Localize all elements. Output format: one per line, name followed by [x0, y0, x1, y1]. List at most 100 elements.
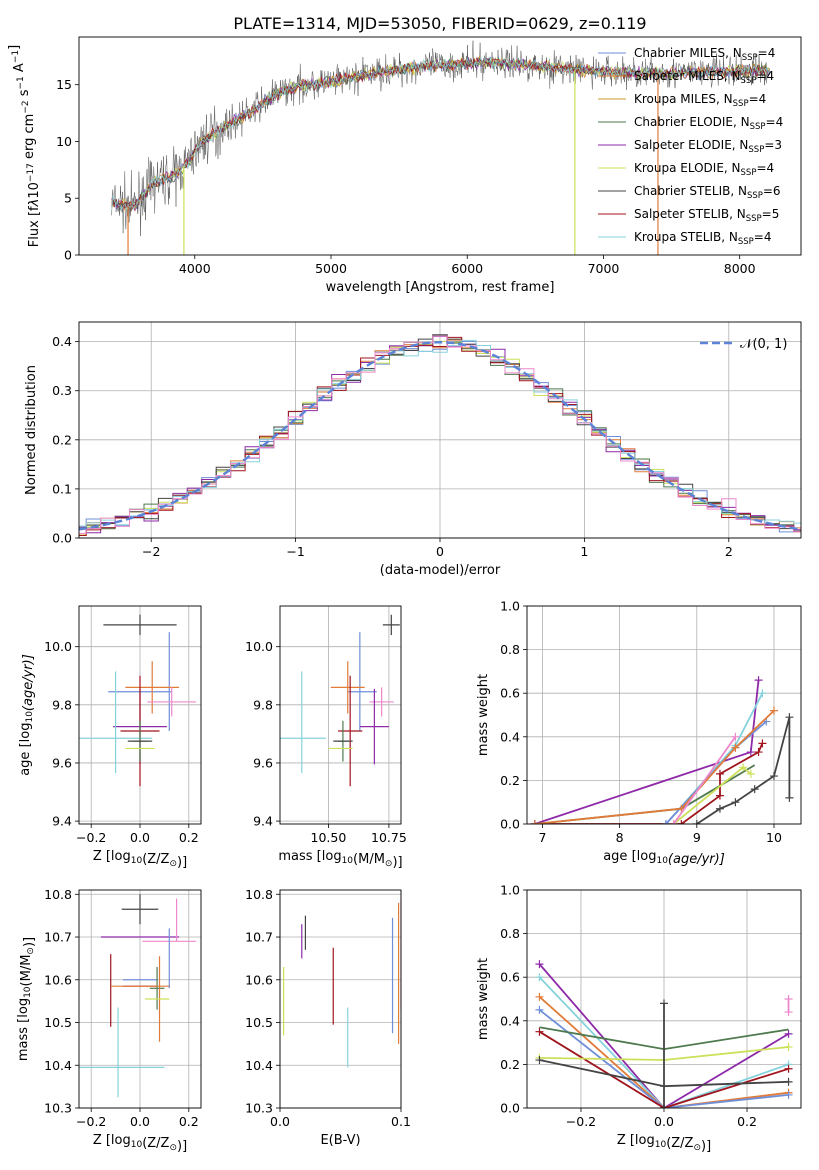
- x-tick-label: 7: [538, 830, 546, 845]
- series-marker: [535, 992, 544, 1001]
- spectrum-model-line: [111, 56, 771, 211]
- legend-label: 𝒩(0, 1): [740, 337, 787, 352]
- series-marker: [692, 820, 701, 824]
- series-marker: [784, 1090, 793, 1099]
- x-axis-label: age [log10(age/yr)]: [603, 849, 725, 867]
- y-tick-label: 10.8: [245, 887, 273, 902]
- series-line: [538, 976, 789, 1108]
- series-marker: [677, 820, 686, 824]
- series-marker: [731, 732, 740, 741]
- mass_weight_vs_age-plot-area: [530, 676, 794, 824]
- series-marker: [758, 689, 767, 698]
- x-tick-label: 0: [436, 544, 444, 559]
- legend-label: Chabrier STELIB, NSSP=6: [634, 184, 781, 201]
- x-tick-label: 0.2: [179, 1114, 199, 1129]
- series-marker: [754, 676, 763, 685]
- x-tick-label: 8000: [724, 261, 756, 276]
- age_vs_z-chart: −0.2 0.0 0.2 9.4 9.6 9.8 10.0 Z [log10(Z/Z⊙)] ag…: [18, 605, 202, 870]
- x-tick-label: −0.2: [566, 1114, 596, 1129]
- mass_weight_vs_age-frame: [526, 605, 802, 825]
- x-axis-label: Z [log10(Z/Z⊙)]: [617, 1133, 711, 1154]
- y-tick-label: 10.5: [245, 1015, 273, 1030]
- series-marker: [731, 798, 740, 807]
- y-tick-label: 0.6: [500, 686, 520, 701]
- series-marker: [784, 1042, 793, 1051]
- series-marker: [785, 713, 794, 722]
- x-tick-label: 5000: [315, 261, 347, 276]
- x-axis-label: wavelength [Angstrom, rest frame]: [326, 280, 555, 295]
- y-tick-label: 9.4: [52, 814, 72, 829]
- y-tick-label: 0.2: [500, 773, 520, 788]
- series-marker: [754, 748, 763, 757]
- x-tick-label: 8: [616, 830, 624, 845]
- series-marker: [784, 1008, 793, 1017]
- y-axis-label: Normed distribution: [24, 365, 39, 495]
- series-marker: [758, 739, 767, 748]
- x-tick-label: −0.2: [76, 830, 106, 845]
- x-tick-label: 10.50: [311, 830, 347, 845]
- y-tick-label: 0.8: [500, 926, 520, 941]
- series-marker: [535, 960, 544, 969]
- legend-label: Chabrier ELODIE, NSSP=4: [634, 115, 783, 132]
- mass_vs_ebv-frame: [279, 889, 402, 1109]
- series-marker: [661, 820, 670, 824]
- residual-histogram-step: [79, 335, 801, 534]
- series-marker: [784, 1064, 793, 1073]
- x-axis-label: mass [log10(M/M⊙)]: [278, 849, 402, 870]
- series-marker: [750, 785, 759, 794]
- age_vs_z-frame: [78, 605, 202, 825]
- series-marker: [660, 1104, 668, 1108]
- y-tick-label: 10.4: [44, 1058, 72, 1073]
- series-marker: [535, 1056, 544, 1065]
- legend-label: Kroupa STELIB, NSSP=4: [634, 230, 772, 247]
- y-tick-label: 10.6: [44, 972, 72, 987]
- y-tick-label: 5: [64, 191, 72, 206]
- y-tick-label: 0.6: [500, 970, 520, 985]
- y-axis-label: mass weight: [476, 674, 491, 756]
- y-tick-label: 0: [64, 248, 72, 263]
- residuals-frame: [78, 321, 802, 539]
- y-tick-label: 9.6: [253, 755, 273, 770]
- y-tick-label: 1.0: [500, 883, 520, 898]
- x-axis-label: E(B-V): [320, 1133, 360, 1148]
- series-line: [538, 963, 789, 1108]
- y-tick-label: 0.4: [52, 334, 72, 349]
- series-marker: [669, 820, 678, 824]
- series-marker: [784, 1029, 793, 1038]
- y-tick-label: 10.3: [245, 1101, 273, 1116]
- x-axis-label: Z [log10(Z/Z⊙)]: [93, 1133, 187, 1154]
- x-tick-label: 0.0: [130, 1114, 150, 1129]
- y-axis-label: mass weight: [476, 958, 491, 1040]
- series-marker: [660, 999, 668, 1008]
- x-tick-label: 0.2: [737, 1114, 757, 1129]
- legend-label: Salpeter MILES, NSSP=4: [634, 69, 774, 86]
- y-axis-label: mass [log10(M/M⊙)]: [16, 937, 37, 1061]
- y-tick-label: 10.3: [44, 1101, 72, 1116]
- series-line: [538, 1009, 789, 1108]
- mass_vs_ebv-plot-area: [283, 898, 401, 1068]
- series-marker: [746, 769, 755, 778]
- x-tick-label: 0.0: [270, 1114, 290, 1129]
- y-tick-label: 0.0: [500, 1101, 520, 1116]
- x-tick-label: 0.2: [179, 830, 199, 845]
- y-tick-label: 9.8: [253, 697, 273, 712]
- y-tick-label: 15: [56, 77, 72, 92]
- series-marker: [535, 973, 544, 982]
- legend: Chabrier MILES, NSSP=4 Salpeter MILES, NS…: [598, 46, 783, 247]
- series-marker: [785, 793, 794, 802]
- mass_weight_vs_z-frame: [526, 889, 802, 1109]
- y-tick-label: 0.8: [500, 642, 520, 657]
- y-tick-label: 0.4: [500, 729, 520, 744]
- y-tick-label: 10.0: [245, 639, 273, 654]
- y-tick-label: 10.0: [44, 639, 72, 654]
- y-tick-label: 10.6: [245, 972, 273, 987]
- y-tick-label: 10.7: [44, 930, 72, 945]
- spectrum-model-line: [111, 56, 771, 211]
- mass_weight_vs_age-chart: 7 8 9 10 0.0 0.2 0.4 0.6 0.8 1.0 age [log10(age/yr…: [476, 599, 802, 867]
- mass_vs_z-frame: [78, 889, 202, 1109]
- series-marker: [746, 748, 755, 757]
- x-tick-label: 1: [580, 544, 588, 559]
- x-axis-label: Z [log10(Z/Z⊙)]: [93, 849, 187, 870]
- age_vs_mass-plot-area: [280, 614, 400, 787]
- legend-label: Salpeter STELIB, NSSP=5: [634, 207, 779, 224]
